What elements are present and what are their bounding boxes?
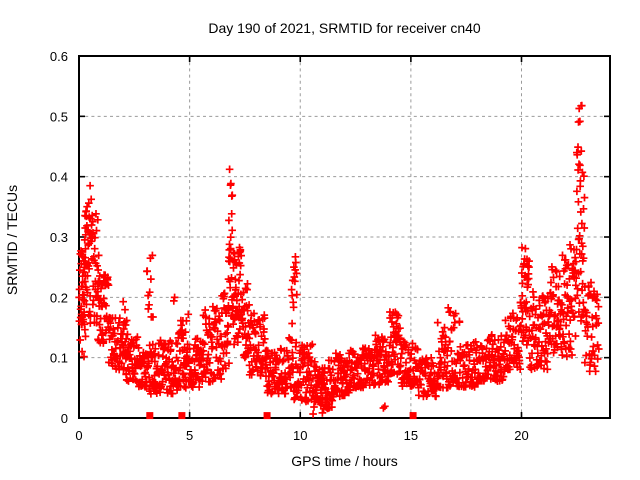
square-marker [263, 412, 271, 420]
x-tick-label: 5 [186, 428, 193, 443]
y-tick-label: 0 [61, 411, 68, 426]
chart-title: Day 190 of 2021, SRMTID for receiver cn4… [208, 20, 481, 36]
square-marker [146, 412, 154, 420]
x-tick-label: 20 [514, 428, 528, 443]
x-tick-label: 15 [404, 428, 418, 443]
x-tick-label: 10 [293, 428, 307, 443]
y-tick-label: 0.5 [50, 109, 68, 124]
y-tick-label: 0.3 [50, 230, 68, 245]
y-tick-label: 0.6 [50, 49, 68, 64]
y-tick-label: 0.1 [50, 351, 68, 366]
x-axis-label: GPS time / hours [291, 453, 398, 469]
x-tick-label: 0 [75, 428, 82, 443]
y-axis-label: SRMTID / TECUs [4, 185, 20, 295]
square-marker [178, 412, 186, 420]
y-tick-label: 0.4 [50, 170, 68, 185]
data-points [75, 101, 603, 418]
y-tick-label: 0.2 [50, 290, 68, 305]
square-marker [409, 412, 417, 420]
